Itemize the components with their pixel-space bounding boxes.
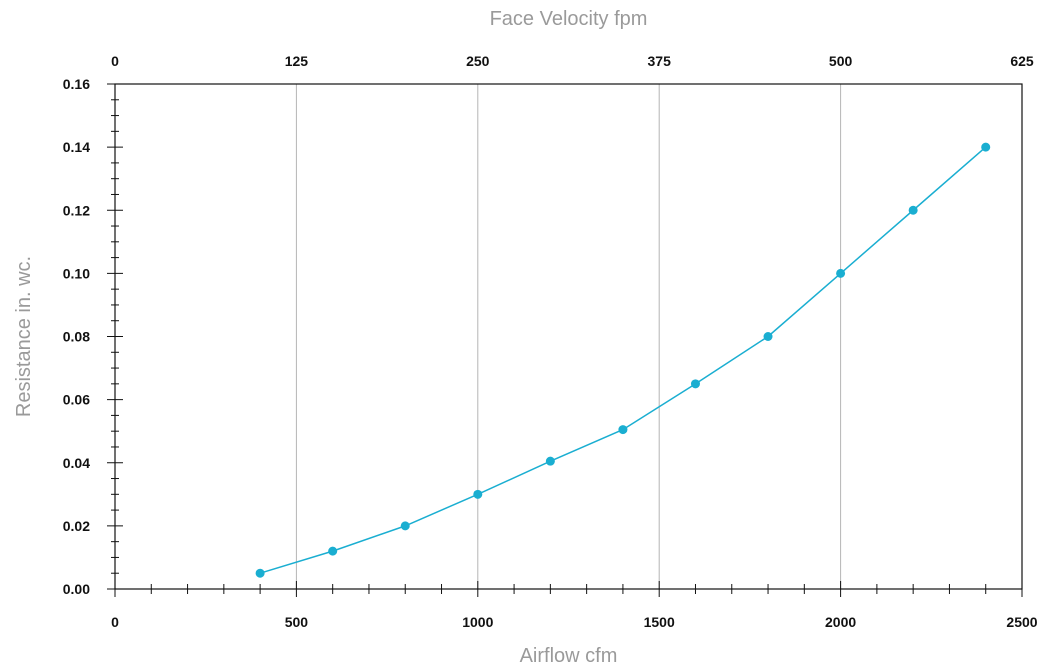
top-axis-title: Face Velocity fpm — [490, 8, 648, 30]
data-point — [400, 521, 410, 531]
minor-ticks — [111, 99, 987, 594]
top-tick-label: 500 — [829, 53, 853, 69]
top-tick-label: 375 — [648, 53, 672, 69]
x-tick-label: 2500 — [1006, 614, 1037, 630]
data-point — [763, 332, 773, 341]
y-tick-label: 0.14 — [63, 139, 90, 155]
data-point — [255, 568, 265, 578]
data-point — [908, 205, 918, 215]
data-point — [836, 268, 846, 278]
x-tick-label: 500 — [285, 614, 309, 630]
top-tick-label: 125 — [285, 53, 309, 69]
data-point — [618, 425, 628, 435]
data-point — [328, 546, 338, 556]
data-point — [545, 456, 555, 466]
y-tick-label: 0.04 — [63, 455, 90, 471]
top-axis-ticks: 0 125 250 375 500 625 — [111, 53, 1034, 69]
plot-frame — [114, 83, 1023, 590]
series-airflow-resistance — [255, 142, 991, 578]
y-tick-label: 0.12 — [63, 202, 90, 218]
series-line — [259, 146, 987, 574]
x-axis-ticks: 0 500 1000 1500 2000 2500 — [111, 581, 1038, 630]
y-tick-label: 0.08 — [63, 329, 90, 345]
y-tick-label: 0.16 — [63, 76, 90, 92]
y-axis-ticks: 0.00 0.02 0.04 0.06 0.08 0.10 0.12 0.14 0.16 — [63, 76, 123, 597]
data-point — [981, 142, 991, 152]
x-tick-label: 2000 — [825, 614, 856, 630]
y-tick-label: 0.00 — [63, 581, 90, 597]
data-point — [473, 489, 483, 499]
top-tick-label: 0 — [111, 53, 119, 69]
y-tick-label: 0.02 — [63, 518, 90, 534]
x-axis-title: Airflow cfm — [520, 645, 618, 667]
x-tick-label: 1000 — [462, 614, 493, 630]
y-tick-label: 0.06 — [63, 392, 90, 408]
top-tick-label: 625 — [1010, 53, 1034, 69]
grid-lines — [295, 84, 842, 589]
data-point — [690, 379, 700, 389]
top-tick-label: 250 — [466, 53, 490, 69]
y-axis-title: Resistance in. wc. — [13, 256, 35, 417]
x-tick-label: 0 — [111, 614, 119, 630]
y-tick-label: 0.10 — [63, 265, 90, 281]
x-tick-label: 1500 — [644, 614, 675, 630]
